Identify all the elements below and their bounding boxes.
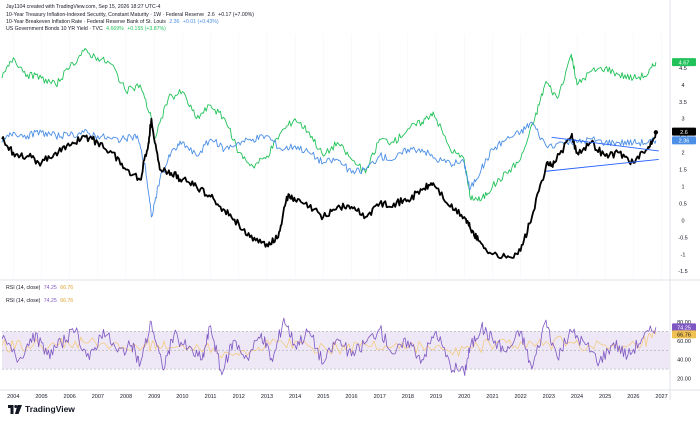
legend-change: +0.17 (+7.00%) — [218, 12, 254, 18]
rsi-legend-v1: 74.25 — [43, 285, 57, 291]
x-tick-label: 2026 — [627, 394, 639, 400]
rsi-y-tick-label: 20.00 — [677, 377, 691, 383]
credit-text: Jay1104 created with TradingView.com, Se… — [6, 4, 161, 10]
time-axis[interactable]: 2004 2005 2006 2007 2008 2009 2010 2011 2012 2013… — [7, 394, 668, 400]
x-tick-label: 2015 — [317, 394, 329, 400]
badge-breakeven-bg — [672, 136, 696, 145]
y-tick-label: 0.5 — [679, 201, 687, 207]
breakeven-line — [1, 121, 657, 218]
y-tick-label: -1.5 — [678, 269, 687, 275]
legend-value: 2.36 — [169, 19, 180, 25]
x-tick-label: 2011 — [205, 394, 217, 400]
x-tick-label: 2007 — [92, 394, 104, 400]
rsi-y-tick-label: 40.00 — [677, 358, 691, 364]
tradingview-logo-icon — [8, 404, 22, 414]
y-tick-label: 4.5 — [679, 66, 687, 72]
legend-row-us10y[interactable]: US Government Bonds 10 YR Yield · TVC 4.… — [6, 26, 168, 33]
y-tick-label: 1 — [681, 185, 684, 191]
y-tick-label: 4 — [681, 83, 684, 89]
badge-rsi-ma-bg — [672, 330, 696, 339]
x-tick-label: 2012 — [233, 394, 245, 400]
y-tick-label: -0.5 — [678, 235, 687, 241]
rsi-legend-v2: 66.76 — [60, 285, 74, 291]
legend-change: +0.01 (+0.43%) — [182, 19, 219, 25]
x-tick-label: 2008 — [120, 394, 132, 400]
rsi-legend-2[interactable]: RSI (14, close) 74.25 66.76 — [6, 298, 75, 305]
rsi-y-tick-label: 60.00 — [677, 339, 691, 345]
tips-line — [1, 117, 657, 260]
rsi-legend-v2: 66.76 — [60, 298, 74, 304]
legend-value: 4.669% — [106, 26, 124, 32]
us10y-line — [1, 47, 657, 202]
badge-rsi: 74.25 — [677, 326, 691, 332]
rsi-legend-1[interactable]: RSI (14, close) 74.25 66.76 — [6, 285, 75, 292]
legend-row-tips[interactable]: 10-Year Treasury Inflation-Indexed Secur… — [6, 12, 256, 19]
y-tick-label: -1 — [681, 252, 686, 258]
y-tick-label: 3.5 — [679, 100, 687, 106]
legend-row-breakeven[interactable]: 10-Year Breakeven Inflation Rate · Feder… — [6, 19, 221, 26]
trendline-upper — [551, 136, 659, 152]
rsi-y-tick-label: 80.00 — [677, 320, 691, 326]
y-tick-label: 3 — [681, 117, 684, 123]
badge-us10y-bg — [672, 58, 696, 67]
x-tick-label: 2005 — [35, 394, 47, 400]
rsi-legend-v1: 74.25 — [43, 298, 57, 304]
x-tick-label: 2010 — [176, 394, 188, 400]
y-tick-label: 1.5 — [679, 168, 687, 174]
rsi-ma-line — [1, 330, 657, 359]
x-tick-label: 2009 — [148, 394, 160, 400]
trendline-lower — [545, 158, 659, 172]
rsi-legend-label: RSI (14, close) — [6, 285, 41, 291]
x-tick-label: 2018 — [402, 394, 414, 400]
x-tick-label: 2023 — [543, 394, 555, 400]
badge-tips: 2.6 — [680, 130, 688, 136]
x-tick-label: 2017 — [374, 394, 386, 400]
x-tick-label: 2013 — [261, 394, 273, 400]
badge-rsi-ma: 66.76 — [677, 333, 691, 339]
legend-value: 2.6 — [207, 12, 215, 18]
x-tick-label: 2025 — [599, 394, 611, 400]
x-tick-label: 2006 — [64, 394, 76, 400]
legend-label: US Government Bonds 10 YR Yield · TVC — [6, 26, 103, 32]
y-tick-label: 0 — [681, 218, 684, 224]
x-tick-label: 2021 — [486, 394, 498, 400]
rsi-legend-label: RSI (14, close) — [6, 298, 41, 304]
badge-rsi-bg — [672, 323, 696, 332]
x-tick-label: 2019 — [430, 394, 442, 400]
legend-label: 10-Year Breakeven Inflation Rate · Feder… — [6, 19, 166, 25]
legend-change: +0.155 (+3.87%) — [127, 26, 166, 32]
x-tick-label: 2027 — [655, 394, 667, 400]
rsi-line — [1, 317, 657, 377]
x-tick-label: 2014 — [289, 394, 301, 400]
badge-tips-bg — [672, 127, 696, 136]
x-tick-label: 2024 — [571, 394, 583, 400]
x-tick-label: 2020 — [458, 394, 470, 400]
badge-us10y: 4.67 — [679, 60, 690, 66]
y-tick-label: 2 — [681, 151, 684, 157]
credit-line: Jay1104 created with TradingView.com, Se… — [6, 4, 162, 11]
x-tick-label: 2022 — [514, 394, 526, 400]
last-point-marker — [653, 130, 659, 135]
legend-label: 10-Year Treasury Inflation-Indexed Secur… — [6, 12, 205, 18]
x-tick-label: 2004 — [7, 394, 19, 400]
badge-breakeven: 2.36 — [679, 139, 690, 145]
tradingview-logo: TradingView — [8, 404, 75, 414]
x-tick-label: 2016 — [345, 394, 357, 400]
